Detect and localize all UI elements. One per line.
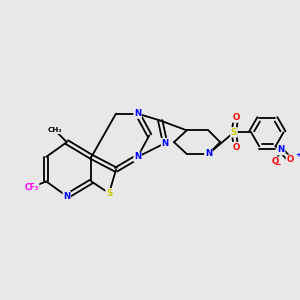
Text: CH₃: CH₃ (48, 127, 62, 133)
Text: O: O (232, 113, 239, 122)
Text: S: S (106, 189, 112, 198)
Text: N: N (134, 152, 141, 161)
Text: CF₃: CF₃ (24, 183, 39, 192)
Text: N: N (278, 146, 285, 154)
Text: O: O (272, 157, 279, 166)
Text: O: O (232, 142, 239, 152)
Text: O: O (286, 155, 294, 164)
Text: N: N (205, 149, 212, 158)
Text: N: N (63, 192, 70, 201)
Text: N: N (134, 109, 141, 118)
Text: +: + (295, 152, 300, 158)
Text: −: − (274, 160, 280, 169)
Text: N: N (162, 139, 169, 148)
Text: S: S (231, 128, 237, 137)
